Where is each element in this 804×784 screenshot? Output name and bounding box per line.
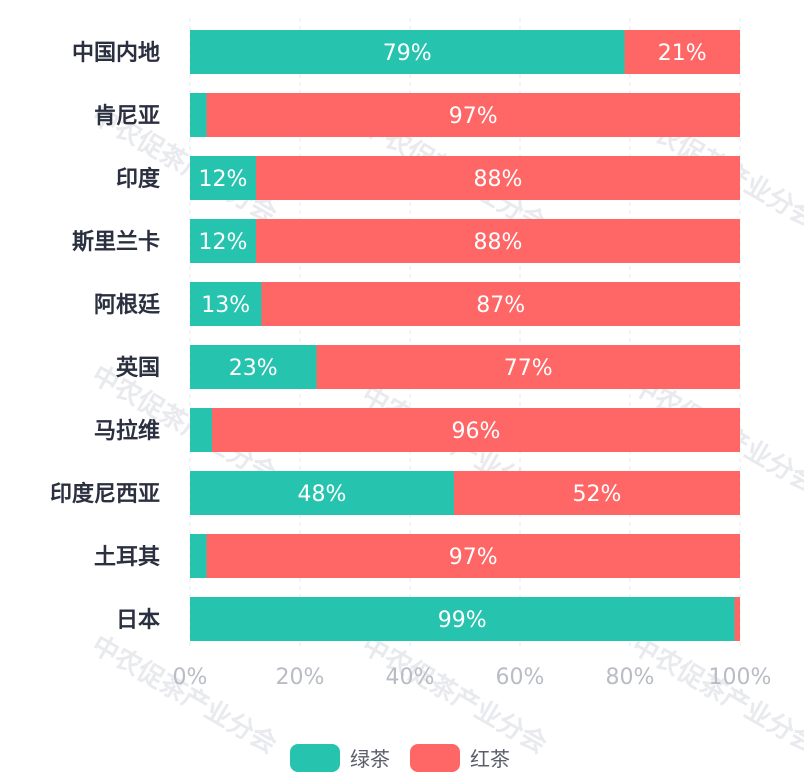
watermark-text: 中农促茶产业分会 bbox=[87, 630, 282, 760]
x-tick-label: 80% bbox=[606, 665, 655, 690]
bar-segment[interactable] bbox=[316, 345, 741, 389]
category-label: 英国 bbox=[116, 356, 160, 381]
bar-value-label: 97% bbox=[449, 545, 498, 570]
x-tick-label: 20% bbox=[276, 665, 325, 690]
category-label: 中国内地 bbox=[72, 41, 160, 66]
bar-segment[interactable] bbox=[190, 156, 256, 200]
category-label: 印度尼西亚 bbox=[50, 481, 160, 507]
category-label: 阿根廷 bbox=[94, 293, 161, 318]
bar-segment[interactable] bbox=[190, 408, 212, 452]
bar-value-label: 12% bbox=[199, 167, 248, 192]
bar-row: 48% 52% bbox=[190, 471, 740, 515]
category-label: 马拉维 bbox=[94, 418, 160, 444]
legend-swatch bbox=[410, 744, 460, 772]
legend-label: 红茶 bbox=[470, 747, 510, 771]
bar-segment[interactable] bbox=[256, 219, 740, 263]
category-label: 印度 bbox=[116, 166, 161, 192]
bar-segment[interactable] bbox=[190, 282, 262, 326]
bar-row: 96% bbox=[190, 408, 740, 452]
bar-value-label: 79% bbox=[383, 41, 432, 66]
bar-value-label: 88% bbox=[474, 230, 523, 255]
bar-value-label: 13% bbox=[201, 293, 250, 318]
bar-segment[interactable] bbox=[190, 597, 735, 641]
bars: 79% 21% 97% 12% 88% 12% 88% 13% 87% 23% 77% 96% 48% 5… bbox=[190, 30, 740, 641]
bar-segment[interactable] bbox=[190, 93, 207, 137]
bar-segment[interactable] bbox=[256, 156, 740, 200]
bar-value-label: 52% bbox=[573, 482, 622, 507]
bar-row: 97% bbox=[190, 93, 740, 137]
category-label: 土耳其 bbox=[94, 545, 160, 570]
bar-segment[interactable] bbox=[454, 471, 740, 515]
category-label: 斯里兰卡 bbox=[72, 229, 160, 255]
bar-row: 79% 21% bbox=[190, 30, 740, 74]
bar-value-label: 88% bbox=[474, 167, 523, 192]
bar-row: 12% 88% bbox=[190, 219, 740, 263]
watermark-text: 中农促茶产业分会 bbox=[357, 630, 552, 760]
bar-segment[interactable] bbox=[734, 597, 741, 641]
legend-item[interactable]: 红茶 bbox=[410, 744, 510, 772]
bar-row: 12% 88% bbox=[190, 156, 740, 200]
x-axis-ticks: 0% 20% 40% 60% 80% 100% bbox=[173, 665, 772, 690]
bar-row: 23% 77% bbox=[190, 345, 740, 389]
x-tick-label: 40% bbox=[386, 665, 435, 690]
bar-segment[interactable] bbox=[206, 93, 741, 137]
bar-value-label: 99% bbox=[438, 608, 487, 633]
bar-segment[interactable] bbox=[190, 345, 317, 389]
x-tick-label: 60% bbox=[496, 665, 545, 690]
legend[interactable]: 绿茶 红茶 bbox=[290, 744, 510, 772]
bar-segment[interactable] bbox=[261, 282, 741, 326]
watermark-text: 中农促茶产业分会 bbox=[627, 630, 804, 760]
legend-item[interactable]: 绿茶 bbox=[290, 744, 390, 772]
bar-segment[interactable] bbox=[624, 30, 741, 74]
bar-segment[interactable] bbox=[190, 30, 625, 74]
bar-row: 97% bbox=[190, 534, 740, 578]
bar-value-label: 97% bbox=[449, 104, 498, 129]
category-label: 日本 bbox=[116, 608, 160, 633]
bar-value-label: 77% bbox=[504, 356, 553, 381]
x-tick-label: 0% bbox=[173, 665, 208, 690]
bar-segment[interactable] bbox=[190, 471, 454, 515]
bar-value-label: 96% bbox=[452, 419, 501, 444]
category-label: 肯尼亚 bbox=[94, 104, 160, 129]
bar-segment[interactable] bbox=[190, 534, 207, 578]
legend-label: 绿茶 bbox=[350, 747, 390, 771]
bar-value-label: 23% bbox=[229, 356, 278, 381]
bar-row: 99% bbox=[190, 597, 740, 641]
bar-value-label: 21% bbox=[658, 41, 707, 66]
x-tick-label: 100% bbox=[709, 665, 772, 690]
bar-value-label: 48% bbox=[298, 482, 347, 507]
bar-row: 13% 87% bbox=[190, 282, 740, 326]
bar-value-label: 87% bbox=[476, 293, 525, 318]
bar-segment[interactable] bbox=[190, 219, 256, 263]
bar-segment[interactable] bbox=[212, 408, 740, 452]
bar-value-label: 12% bbox=[199, 230, 248, 255]
legend-swatch bbox=[290, 744, 340, 772]
bar-segment[interactable] bbox=[206, 534, 741, 578]
